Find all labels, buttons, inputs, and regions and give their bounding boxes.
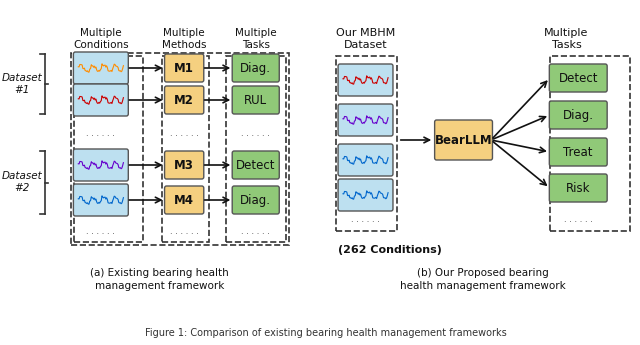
FancyBboxPatch shape xyxy=(549,174,607,202)
Text: Diag.: Diag. xyxy=(240,194,271,207)
Text: Figure 1: Comparison of existing bearing health management frameworks: Figure 1: Comparison of existing bearing… xyxy=(145,328,507,338)
FancyBboxPatch shape xyxy=(549,101,607,129)
Text: . . . . . .: . . . . . . xyxy=(86,227,115,237)
Text: (a) Existing bearing health
management framework: (a) Existing bearing health management f… xyxy=(90,268,229,291)
FancyBboxPatch shape xyxy=(338,104,393,136)
Text: M2: M2 xyxy=(174,93,194,107)
FancyBboxPatch shape xyxy=(164,186,204,214)
Text: Detect: Detect xyxy=(559,71,598,85)
FancyBboxPatch shape xyxy=(164,151,204,179)
Text: RUL: RUL xyxy=(244,93,268,107)
Text: Multiple
Tasks: Multiple Tasks xyxy=(544,28,589,50)
Text: Multiple
Methods: Multiple Methods xyxy=(162,28,207,50)
Text: M3: M3 xyxy=(174,158,194,171)
Text: . . . . . .: . . . . . . xyxy=(564,216,593,225)
Text: Dataset
#2: Dataset #2 xyxy=(2,171,43,193)
Text: . . . . . .: . . . . . . xyxy=(241,227,270,237)
FancyBboxPatch shape xyxy=(74,52,128,84)
Text: Dataset
#1: Dataset #1 xyxy=(2,73,43,95)
Text: Detect: Detect xyxy=(236,158,275,171)
FancyBboxPatch shape xyxy=(549,138,607,166)
Bar xyxy=(74,56,143,242)
FancyBboxPatch shape xyxy=(74,149,128,181)
FancyBboxPatch shape xyxy=(74,184,128,216)
FancyBboxPatch shape xyxy=(164,54,204,82)
Bar xyxy=(550,56,630,231)
Text: Multiple
Conditions: Multiple Conditions xyxy=(73,28,129,50)
Text: M1: M1 xyxy=(174,61,194,75)
Text: M4: M4 xyxy=(174,194,194,207)
Text: Our MBHM
Dataset: Our MBHM Dataset xyxy=(336,28,395,50)
Text: . . . . . .: . . . . . . xyxy=(170,128,198,138)
Text: Treat: Treat xyxy=(563,146,593,158)
Text: . . . . . .: . . . . . . xyxy=(86,128,115,138)
Bar xyxy=(162,56,209,242)
FancyBboxPatch shape xyxy=(338,144,393,176)
Text: Multiple
Tasks: Multiple Tasks xyxy=(235,28,276,50)
Bar xyxy=(227,56,286,242)
Text: . . . . . .: . . . . . . xyxy=(170,227,198,237)
FancyBboxPatch shape xyxy=(164,86,204,114)
Bar xyxy=(72,53,289,245)
Text: (b) Our Proposed bearing
health management framework: (b) Our Proposed bearing health manageme… xyxy=(400,268,566,291)
FancyBboxPatch shape xyxy=(232,54,279,82)
FancyBboxPatch shape xyxy=(232,86,279,114)
Bar xyxy=(336,56,397,231)
Text: Diag.: Diag. xyxy=(240,61,271,75)
Text: Risk: Risk xyxy=(566,181,591,195)
FancyBboxPatch shape xyxy=(338,179,393,211)
Text: (262 Conditions): (262 Conditions) xyxy=(338,245,442,255)
FancyBboxPatch shape xyxy=(549,64,607,92)
FancyBboxPatch shape xyxy=(232,186,279,214)
Text: Diag.: Diag. xyxy=(563,108,594,121)
FancyBboxPatch shape xyxy=(74,84,128,116)
FancyBboxPatch shape xyxy=(338,64,393,96)
Text: BearLLM: BearLLM xyxy=(435,134,492,147)
FancyBboxPatch shape xyxy=(435,120,492,160)
Text: . . . . . .: . . . . . . xyxy=(351,216,380,225)
FancyBboxPatch shape xyxy=(232,151,279,179)
Text: . . . . . .: . . . . . . xyxy=(241,128,270,138)
